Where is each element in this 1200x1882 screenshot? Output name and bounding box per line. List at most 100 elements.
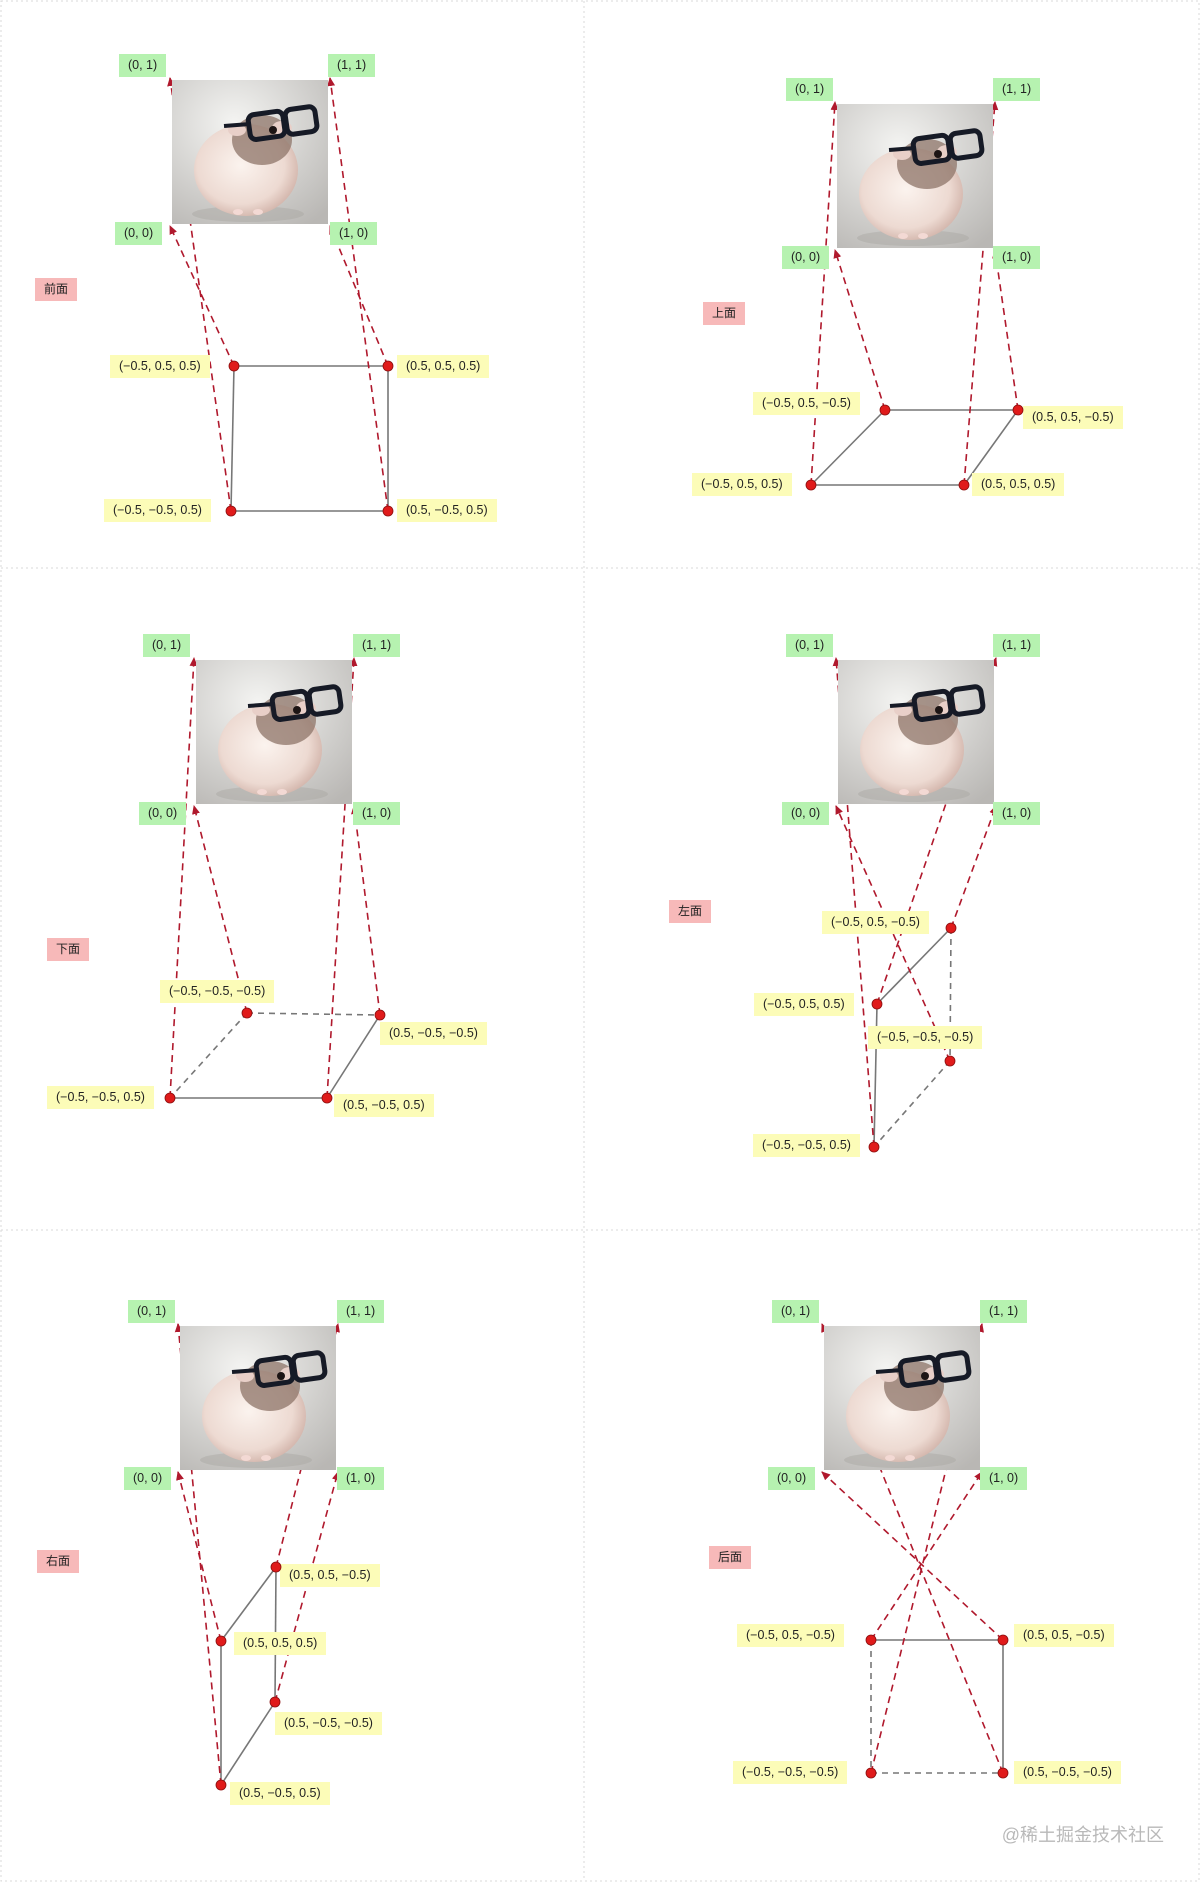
vertex-dot: [997, 1767, 1009, 1779]
glasses-arm: [888, 146, 916, 152]
cube-edge: [220, 1701, 276, 1786]
hamster-eye: [935, 706, 943, 714]
mapping-arrow: [821, 1471, 1004, 1641]
vertex-label: (0.5, −0.5, −0.5): [380, 1022, 487, 1045]
mapping-arrow: [833, 249, 886, 411]
hidden-edge: [873, 1060, 951, 1148]
vertex-label: (−0.5, 0.5, −0.5): [822, 911, 929, 934]
glasses-arm: [889, 702, 917, 708]
hamster-paw: [257, 789, 267, 795]
hamster-paw: [898, 233, 908, 239]
uv-label-tr: (1, 1): [353, 634, 401, 657]
uv-label-bl: (0, 0): [782, 246, 830, 269]
vertex-dot: [945, 922, 957, 934]
uv-label-br: (1, 0): [980, 1467, 1028, 1490]
hamster-paw: [899, 789, 909, 795]
uv-label-tl: (0, 1): [786, 634, 834, 657]
glasses-arm: [247, 702, 275, 708]
vertex-dot: [997, 1634, 1009, 1646]
face-label: 左面: [669, 900, 712, 923]
uv-label-bl: (0, 0): [768, 1467, 816, 1490]
mapping-arrow: [821, 1323, 1004, 1774]
vertex-dot: [321, 1092, 333, 1104]
mapping-arrow: [329, 225, 389, 367]
uv-label-tr: (1, 1): [328, 54, 376, 77]
hamster-image: [180, 1326, 336, 1470]
mapping-arrow: [326, 657, 358, 1099]
vertex-label: (0.5, −0.5, 0.5): [397, 499, 497, 522]
uv-label-bl: (0, 0): [115, 222, 163, 245]
vertex-dot: [868, 1141, 880, 1153]
uv-label-tr: (1, 1): [993, 634, 1041, 657]
glasses-arm: [875, 1368, 903, 1374]
hamster-eye: [269, 126, 277, 134]
hamster-image: [838, 660, 994, 804]
uv-label-br: (1, 0): [337, 1467, 385, 1490]
hamster-paw: [277, 789, 287, 795]
texture-image: [824, 1326, 980, 1470]
uv-label-tl: (0, 1): [786, 78, 834, 101]
mapping-arrow: [950, 805, 997, 929]
vertex-label: (0.5, −0.5, −0.5): [1014, 1761, 1121, 1784]
hamster-image: [196, 660, 352, 804]
face-label: 下面: [47, 938, 90, 961]
vertex-dot: [865, 1767, 877, 1779]
vertex-label: (0.5, −0.5, 0.5): [230, 1782, 330, 1805]
face-label: 后面: [709, 1546, 752, 1569]
hamster-paw: [918, 233, 928, 239]
cube-edge: [810, 409, 886, 486]
vertex-dot: [944, 1055, 956, 1067]
face-label: 前面: [35, 278, 78, 301]
vertex-dot: [215, 1779, 227, 1791]
vertex-label: (−0.5, −0.5, −0.5): [868, 1026, 983, 1049]
mapping-arrow: [176, 1471, 222, 1642]
mapping-arrow: [169, 657, 198, 1099]
hamster-paw: [919, 789, 929, 795]
hamster-paw: [233, 209, 243, 215]
hamster-image: [837, 104, 993, 248]
hamster-eye: [934, 150, 942, 158]
vertex-dot: [958, 479, 970, 491]
hamster-eye: [277, 1372, 285, 1380]
face-label: 右面: [37, 1550, 80, 1573]
vertex-dot: [269, 1696, 281, 1708]
vertex-label: (−0.5, −0.5, 0.5): [47, 1086, 154, 1109]
vertex-label: (0.5, 0.5, 0.5): [972, 473, 1065, 496]
watermark: @稀土掘金技术社区: [1001, 1825, 1164, 1845]
vertex-dot: [382, 505, 394, 517]
hidden-edge: [246, 1012, 381, 1016]
texture-image: [838, 660, 994, 804]
uv-label-tr: (1, 1): [980, 1300, 1028, 1323]
mapping-arrow: [992, 249, 1019, 411]
cube-edge: [220, 1566, 277, 1642]
mapping-arrow: [963, 101, 999, 486]
texture-image: [172, 80, 328, 224]
hamster-paw: [905, 1455, 915, 1461]
vertex-label: (−0.5, −0.5, 0.5): [753, 1134, 860, 1157]
vertex-label: (−0.5, −0.5, 0.5): [104, 499, 211, 522]
texture-image: [180, 1326, 336, 1470]
hidden-edge: [169, 1012, 248, 1099]
mapping-arrow: [870, 1471, 983, 1641]
vertex-label: (0.5, 0.5, −0.5): [1023, 406, 1123, 429]
vertex-dot: [164, 1092, 176, 1104]
mapping-arrow: [835, 805, 951, 1062]
mapping-arrow: [810, 101, 839, 486]
vertex-dot: [879, 404, 891, 416]
cube-edge: [326, 1014, 381, 1099]
vertex-dot: [225, 505, 237, 517]
vertex-label: (−0.5, −0.5, −0.5): [160, 980, 275, 1003]
vertex-dot: [241, 1007, 253, 1019]
vertex-dot: [374, 1009, 386, 1021]
uv-label-tl: (0, 1): [143, 634, 191, 657]
glasses-lens-left: [306, 684, 344, 717]
uv-label-tl: (0, 1): [772, 1300, 820, 1323]
vertex-dot: [382, 360, 394, 372]
vertex-label: (−0.5, 0.5, 0.5): [754, 993, 854, 1016]
cube-edge: [963, 409, 1019, 486]
uv-label-tr: (1, 1): [337, 1300, 385, 1323]
hamster-paw: [253, 209, 263, 215]
uv-label-br: (1, 0): [993, 802, 1041, 825]
vertex-label: (0.5, 0.5, −0.5): [280, 1564, 380, 1587]
